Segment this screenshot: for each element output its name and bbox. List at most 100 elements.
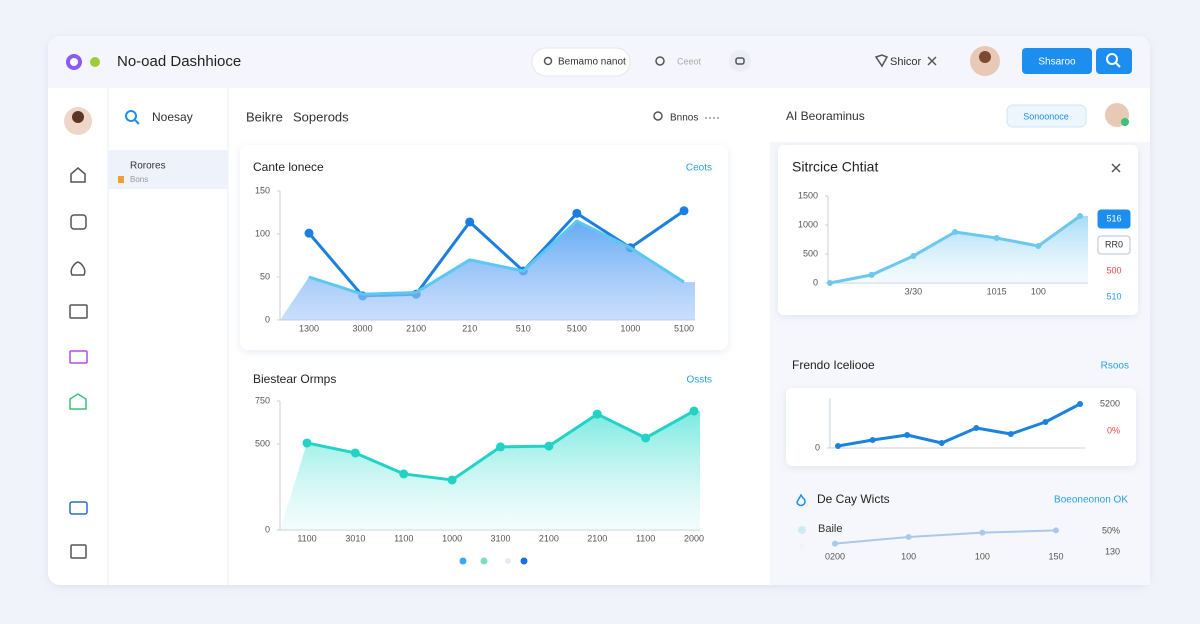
annotation: 0% xyxy=(1107,425,1120,435)
chart-card xyxy=(786,388,1136,466)
logo-dot xyxy=(90,57,100,67)
nav-dot xyxy=(118,176,124,183)
page-dot[interactable] xyxy=(520,557,528,565)
icon xyxy=(735,57,745,65)
x-tick-label: 2000 xyxy=(684,533,704,543)
nav-item[interactable]: Rorores xyxy=(130,161,166,172)
chart-title: Biestear Ormps xyxy=(253,372,336,386)
avatar xyxy=(979,51,991,63)
x-tick-label: 100 xyxy=(1031,286,1046,296)
point xyxy=(465,217,475,227)
point xyxy=(832,540,838,547)
legend-label: 510 xyxy=(1106,291,1121,301)
search-text[interactable]: Bemamo nanot xyxy=(558,57,626,68)
point xyxy=(399,469,409,479)
line xyxy=(308,219,685,296)
y-tick-label: 1000 xyxy=(798,219,818,229)
nav-icon[interactable] xyxy=(69,501,88,515)
point xyxy=(1042,419,1049,425)
close-icon[interactable] xyxy=(1111,163,1121,173)
tab[interactable]: Soperods xyxy=(293,109,349,124)
area xyxy=(280,410,700,530)
user-name[interactable]: Shicor xyxy=(890,56,922,68)
nav-icon[interactable] xyxy=(69,304,88,319)
point xyxy=(689,406,699,416)
search-icon xyxy=(1106,53,1118,65)
search-button[interactable] xyxy=(1096,48,1132,74)
icon-button[interactable] xyxy=(729,50,751,72)
filter[interactable]: Bnnos xyxy=(670,113,698,124)
annotation: 5200 xyxy=(1100,398,1120,408)
search-icon xyxy=(655,56,665,66)
search-box[interactable] xyxy=(531,47,631,77)
point xyxy=(1077,213,1083,220)
avatar xyxy=(72,111,84,123)
nav-icon[interactable] xyxy=(69,393,87,410)
nav-subitem[interactable]: Bons xyxy=(130,175,148,184)
point xyxy=(572,208,582,218)
area xyxy=(280,221,695,320)
nav-icon[interactable] xyxy=(70,261,86,276)
x-tick-label: 3000 xyxy=(353,323,373,333)
panel-button-label[interactable]: Sonoonoce xyxy=(1023,111,1069,121)
link[interactable]: Ossts xyxy=(686,375,712,386)
line xyxy=(834,529,1057,545)
y-tick-label: 50 xyxy=(260,271,270,281)
legend-box xyxy=(1097,209,1131,229)
page-dot[interactable] xyxy=(480,557,488,565)
panel-button[interactable] xyxy=(1006,104,1087,128)
y-tick-label: 150 xyxy=(255,185,270,195)
chart-title: Frendo Iceliooe xyxy=(792,358,875,372)
chart-title: Sitrcice Chtiat xyxy=(792,159,878,175)
link[interactable]: Ceots xyxy=(686,163,712,174)
x-tick-label: 5100 xyxy=(674,323,694,333)
point xyxy=(938,440,945,446)
x-tick-label: 1000 xyxy=(442,533,462,543)
link[interactable]: Rsoos xyxy=(1101,361,1129,372)
point xyxy=(973,425,980,431)
search-icon xyxy=(1115,62,1121,68)
logo xyxy=(70,58,78,66)
x-tick-label: 1015 xyxy=(987,286,1007,296)
right-header xyxy=(770,88,1150,142)
point xyxy=(1007,431,1014,437)
x-tick-label: 1000 xyxy=(620,323,640,333)
button-label[interactable]: Shsaroo xyxy=(1038,57,1076,68)
point xyxy=(1053,527,1059,534)
app-title: No-oad Dashhioce xyxy=(117,53,241,70)
y-tick-label: 0 xyxy=(265,314,270,324)
point xyxy=(868,271,875,278)
point xyxy=(641,433,651,443)
point xyxy=(835,443,841,449)
search-icon xyxy=(125,110,137,122)
nav-item-active[interactable] xyxy=(108,150,228,189)
annotation: 50% xyxy=(1102,525,1120,535)
close-icon[interactable] xyxy=(927,56,937,66)
nav-icon[interactable] xyxy=(69,350,88,364)
y-tick-label: 500 xyxy=(255,438,270,448)
y-tick-label: 1500 xyxy=(798,190,818,200)
tab[interactable]: Beikre xyxy=(246,109,283,124)
point xyxy=(304,228,314,238)
x-tick-label: 150 xyxy=(1048,551,1063,561)
x-tick-label: 510 xyxy=(516,323,531,333)
point xyxy=(979,529,986,536)
primary-button[interactable] xyxy=(1022,48,1092,74)
nav-search[interactable]: Noesay xyxy=(152,110,193,124)
y-tick-label: 100 xyxy=(255,228,270,238)
y-tick-label: 0 xyxy=(815,442,820,452)
nav-icon[interactable] xyxy=(70,544,87,559)
point xyxy=(869,437,876,443)
point xyxy=(910,252,917,259)
link[interactable]: Boeoneonon OK xyxy=(1054,495,1128,506)
search-text[interactable]: Ceeot xyxy=(677,56,702,66)
page-dot[interactable] xyxy=(459,557,467,565)
nav-home[interactable] xyxy=(70,167,86,183)
search-icon xyxy=(134,119,140,125)
search-icon xyxy=(653,111,663,121)
nav-icon[interactable] xyxy=(70,214,87,230)
page-dot[interactable] xyxy=(505,558,511,564)
point xyxy=(904,432,911,438)
point xyxy=(544,441,554,451)
